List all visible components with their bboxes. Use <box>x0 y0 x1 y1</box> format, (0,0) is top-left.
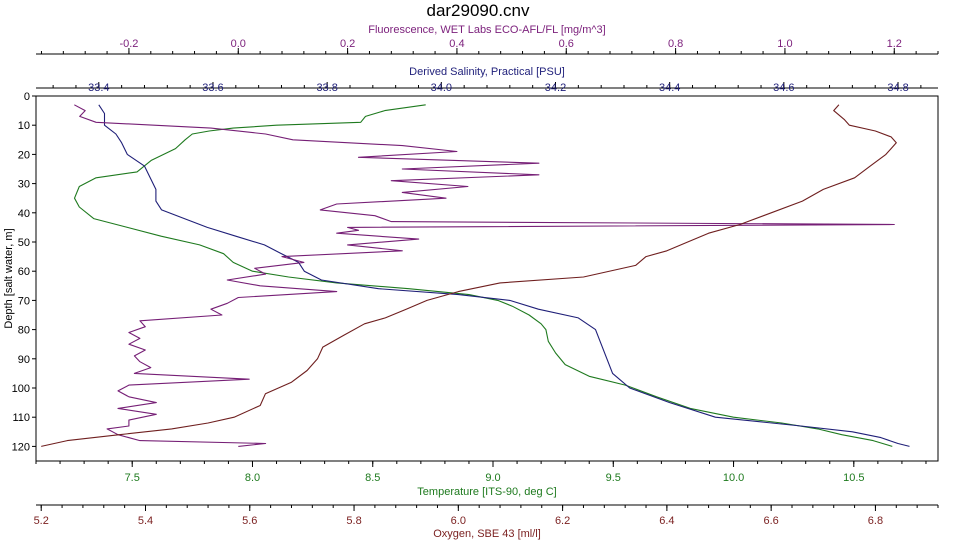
fluorescence-tick-label: 0.8 <box>668 38 683 50</box>
salinity-tick-label: 34.0 <box>431 82 452 94</box>
depth-tick-label: 50 <box>18 237 30 249</box>
oxygen-tick-label: 5.6 <box>242 515 257 527</box>
salinity-tick-label: 33.8 <box>316 82 337 94</box>
oxygen-tick-label: 6.0 <box>451 515 466 527</box>
depth-tick-label: 40 <box>18 208 30 220</box>
depth-tick-label: 60 <box>18 266 30 278</box>
temperature-tick-label: 10.5 <box>843 472 864 484</box>
temperature-tick-label: 9.5 <box>606 472 621 484</box>
temperature-tick-label: 8.0 <box>245 472 260 484</box>
oxygen-tick-label: 5.2 <box>34 515 49 527</box>
oxygen-tick-label: 6.8 <box>868 515 883 527</box>
depth-tick-label: 110 <box>12 412 30 424</box>
fluorescence-profile-line <box>74 104 895 447</box>
salinity-tick-label: 34.6 <box>773 82 794 94</box>
oxygen-tick-label: 6.6 <box>764 515 779 527</box>
oxygen-tick-label: 5.8 <box>346 515 361 527</box>
fluorescence-tick-label: 1.0 <box>777 38 792 50</box>
depth-tick-label: 0 <box>24 91 30 103</box>
salinity-tick-label: 33.4 <box>88 82 109 94</box>
fluorescence-tick-label: 1.2 <box>887 38 902 50</box>
salinity-tick-label: 34.2 <box>545 82 566 94</box>
depth-tick-label: 80 <box>18 325 30 337</box>
temperature-tick-label: 9.0 <box>485 472 500 484</box>
fluorescence-axis-label: Fluorescence, WET Labs ECO-AFL/FL [mg/m^… <box>368 24 605 36</box>
salinity-profile-line <box>98 104 910 447</box>
oxygen-profile-line <box>41 104 897 447</box>
temperature-tick-label: 10.0 <box>723 472 744 484</box>
fluorescence-tick-label: -0.2 <box>119 38 138 50</box>
oxygen-tick-label: 6.2 <box>555 515 570 527</box>
oxygen-tick-label: 6.4 <box>659 515 674 527</box>
depth-tick-label: 20 <box>18 149 30 161</box>
depth-tick-label: 100 <box>12 383 30 395</box>
depth-tick-label: 120 <box>12 441 30 453</box>
temperature-tick-label: 8.5 <box>365 472 380 484</box>
oxygen-tick-label: 5.4 <box>138 515 153 527</box>
fluorescence-tick-label: 0.2 <box>340 38 355 50</box>
chart-title: dar29090.cnv <box>426 1 530 20</box>
fluorescence-tick-label: 0.6 <box>559 38 574 50</box>
depth-tick-label: 90 <box>18 354 30 366</box>
salinity-tick-label: 34.8 <box>887 82 908 94</box>
temperature-profile-line <box>73 104 893 447</box>
temperature-tick-label: 7.5 <box>125 472 140 484</box>
fluorescence-tick-label: 0.0 <box>231 38 246 50</box>
fluorescence-tick-label: 0.4 <box>449 38 464 50</box>
depth-axis-label: Depth [salt water, m] <box>3 228 15 328</box>
depth-tick-label: 30 <box>18 179 30 191</box>
salinity-tick-label: 33.6 <box>202 82 223 94</box>
salinity-tick-label: 34.4 <box>659 82 680 94</box>
salinity-axis-label: Derived Salinity, Practical [PSU] <box>409 66 565 78</box>
depth-tick-label: 70 <box>18 295 30 307</box>
temperature-axis-label: Temperature [ITS-90, deg C] <box>417 486 556 498</box>
oxygen-axis-label: Oxygen, SBE 43 [ml/l] <box>433 528 541 540</box>
plot-frame <box>35 95 939 462</box>
depth-tick-label: 10 <box>18 120 30 132</box>
